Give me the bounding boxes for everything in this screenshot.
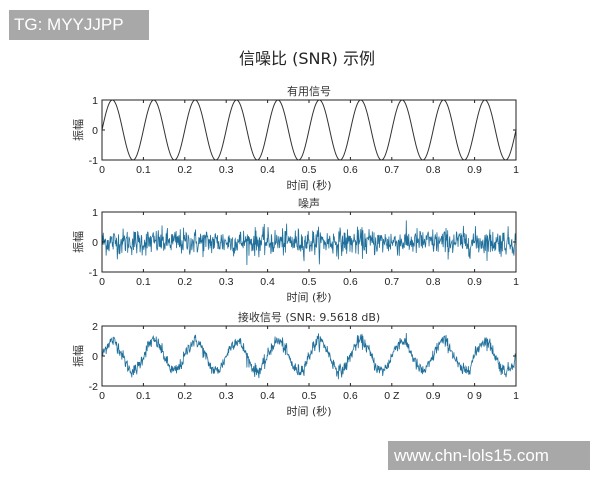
subplot-title: 噪声	[298, 196, 320, 210]
x-tick-label: 0.5	[302, 390, 317, 402]
x-tick-label: 0.3	[219, 390, 234, 402]
x-tick-label: 0 Z	[384, 390, 400, 402]
watermark-bottom-right: www.chn-lols15.com	[388, 441, 590, 470]
x-tick-label: 0.2	[177, 164, 192, 176]
x-tick-label: 0.4	[260, 390, 275, 402]
series-line	[101, 220, 517, 265]
x-tick-label: 0.5	[302, 276, 317, 288]
x-axis-label: 时间 (秒)	[286, 290, 331, 304]
series-line	[101, 99, 517, 161]
figure-title: 信噪比 (SNR) 示例	[239, 49, 375, 68]
x-tick-label: 0.4	[260, 164, 275, 176]
x-tick-label: 0	[99, 276, 105, 288]
x-tick-label: 0.3	[219, 164, 234, 176]
x-tick-label: 1	[513, 164, 519, 176]
x-tick-label: 0.2	[177, 276, 192, 288]
y-tick-label: -1	[89, 267, 98, 279]
subplot-title: 有用信号	[287, 84, 331, 98]
y-tick-label: 1	[92, 207, 98, 219]
watermark-top-left: TG: MYYJJPP	[9, 10, 149, 40]
y-axis-label: 振幅	[71, 119, 85, 141]
series-line	[101, 333, 517, 380]
x-tick-label: 0.6	[343, 164, 358, 176]
y-tick-label: -2	[89, 381, 98, 393]
x-tick-label: 0.7	[384, 276, 399, 288]
x-tick-label: 0.9	[467, 276, 482, 288]
y-axis-label: 振幅	[71, 231, 85, 253]
y-tick-label: 0	[92, 125, 98, 137]
x-tick-label: 1	[513, 276, 519, 288]
x-tick-label: 0.8	[426, 276, 441, 288]
x-tick-label: 0.1	[136, 164, 151, 176]
x-tick-label: 0.1	[136, 390, 151, 402]
x-axis-label: 时间 (秒)	[286, 404, 331, 418]
y-axis-label: 振幅	[71, 345, 85, 367]
x-tick-label: 0 9	[467, 390, 482, 402]
x-tick-label: 0.7	[384, 164, 399, 176]
subplot-title: 接收信号 (SNR: 9.5618 dB)	[238, 310, 380, 324]
y-tick-label: 0	[92, 237, 98, 249]
x-tick-label: 0.9	[426, 390, 441, 402]
x-tick-label: 0	[99, 164, 105, 176]
y-tick-label: 2	[92, 321, 98, 333]
y-tick-label: 1	[92, 95, 98, 107]
x-tick-label: 0.4	[260, 276, 275, 288]
x-axis-label: 时间 (秒)	[286, 178, 331, 192]
x-tick-label: 0.6	[343, 276, 358, 288]
x-tick-label: 0.3	[219, 276, 234, 288]
x-tick-label: 0.2	[177, 390, 192, 402]
y-tick-label: -1	[89, 155, 98, 167]
x-tick-label: 0.1	[136, 276, 151, 288]
x-tick-label: 0	[99, 390, 105, 402]
x-tick-label: 1	[513, 390, 519, 402]
x-tick-label: 0.5	[302, 164, 317, 176]
y-tick-label: 0	[92, 351, 98, 363]
x-tick-label: 0.8	[426, 164, 441, 176]
x-tick-label: 0.9	[467, 164, 482, 176]
x-tick-label: 0.6	[343, 390, 358, 402]
